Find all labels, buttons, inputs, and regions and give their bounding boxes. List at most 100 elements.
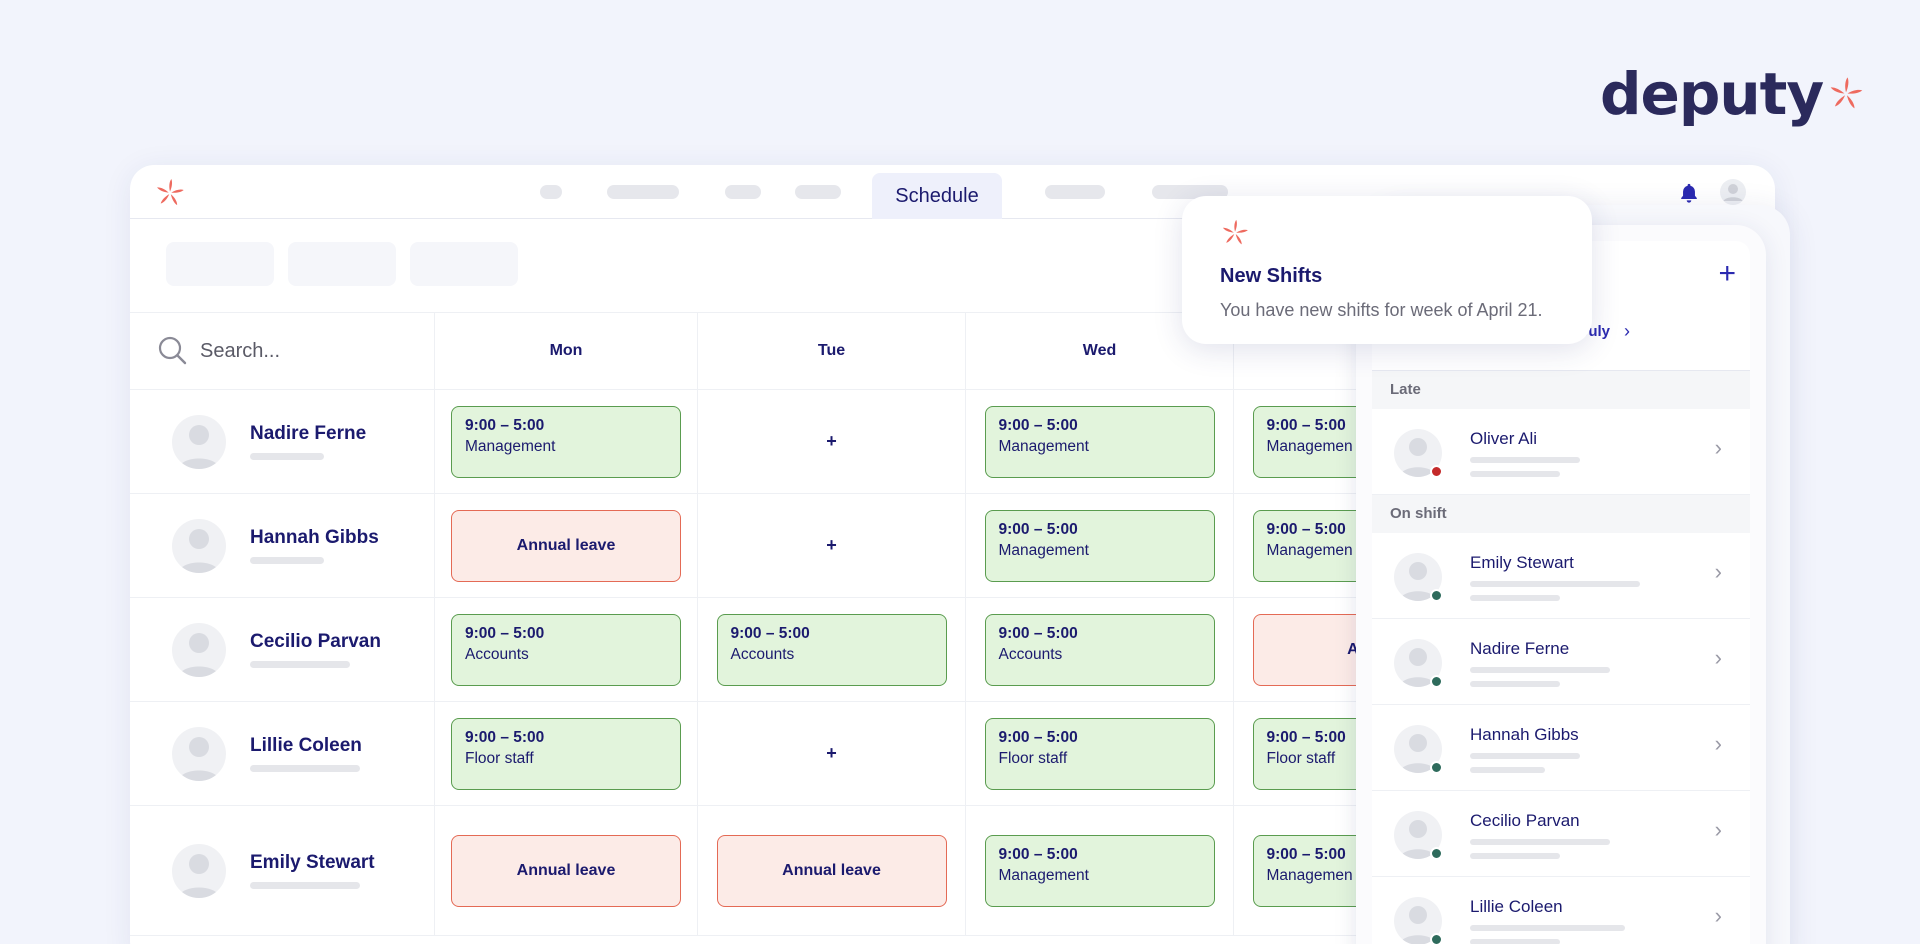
detail-placeholder [1470, 581, 1640, 587]
nav-item-placeholder[interactable] [725, 185, 761, 199]
list-item[interactable]: Oliver Ali › [1372, 409, 1750, 495]
add-shift-button[interactable]: + [826, 431, 837, 451]
leave-card[interactable]: Annual leave [716, 834, 947, 907]
nav-item-placeholder[interactable] [540, 185, 562, 199]
list-item[interactable]: Cecilio Parvan › [1372, 791, 1750, 877]
avatar [172, 518, 226, 573]
add-shift-button[interactable]: + [826, 535, 837, 555]
shift-role: Floor staff [1266, 749, 1336, 767]
list-item[interactable]: Emily Stewart › [1372, 533, 1750, 619]
chevron-right-icon[interactable]: › [1624, 321, 1630, 341]
day-cell: 9:00 – 5:00 Floor staff [966, 702, 1234, 805]
shift-role: Accounts [998, 645, 1063, 663]
day-cell: 9:00 – 5:00 Management [966, 390, 1234, 493]
shift-role: Managemen [1266, 437, 1353, 455]
nav-item-placeholder[interactable] [795, 185, 841, 199]
day-cell: Annual leave [435, 806, 698, 935]
employee-cell[interactable]: Emily Stewart [130, 806, 435, 935]
shift-card[interactable]: 9:00 – 5:00 Management [984, 834, 1215, 907]
employee-name: Emily Stewart [250, 852, 375, 873]
add-shift-button[interactable]: + [826, 743, 837, 763]
employee-name: Cecilio Parvan [250, 631, 381, 652]
day-header-tue: Tue [698, 313, 966, 389]
shift-time: 9:00 – 5:00 [730, 624, 810, 642]
shift-time: 9:00 – 5:00 [998, 416, 1078, 434]
list-item[interactable]: Nadire Ferne › [1372, 619, 1750, 705]
user-avatar-icon[interactable] [1720, 179, 1746, 205]
detail-placeholder [1470, 667, 1610, 673]
leave-card[interactable]: Annual leave [451, 834, 681, 907]
person-name: Lillie Coleen [1470, 897, 1563, 916]
tab-schedule[interactable]: Schedule [872, 173, 1002, 219]
chevron-right-icon[interactable]: › [1714, 645, 1722, 670]
deputy-star-icon [1222, 219, 1248, 245]
list-item[interactable]: Hannah Gibbs › [1372, 705, 1750, 791]
list-item[interactable]: Lillie Coleen › [1372, 877, 1750, 944]
detail-placeholder [1470, 767, 1545, 773]
chevron-right-icon[interactable]: › [1714, 731, 1722, 756]
shift-card[interactable]: 9:00 – 5:00 Management [984, 509, 1215, 582]
shift-card[interactable]: 9:00 – 5:00 Accounts [451, 613, 681, 686]
chevron-right-icon[interactable]: › [1714, 817, 1722, 842]
brand-wordmark: deputy [1600, 60, 1824, 128]
shift-time: 9:00 – 5:00 [1266, 520, 1346, 538]
employee-cell[interactable]: Cecilio Parvan [130, 598, 435, 701]
search-input[interactable] [200, 339, 400, 363]
shift-card[interactable]: 9:00 – 5:00 Accounts [984, 613, 1215, 686]
search-box [130, 313, 435, 389]
chevron-right-icon[interactable]: › [1714, 559, 1722, 584]
toolbar-button-placeholder[interactable] [410, 242, 518, 286]
shift-card[interactable]: 9:00 – 5:00 Floor staff [451, 717, 681, 790]
shift-card[interactable]: 9:00 – 5:00 Management [451, 405, 681, 478]
chevron-right-icon[interactable]: › [1714, 903, 1722, 928]
shift-card[interactable]: 9:00 – 5:00 Management [984, 405, 1215, 478]
shift-card[interactable]: 9:00 – 5:00 Accounts [716, 613, 947, 686]
employee-cell[interactable]: Nadire Ferne [130, 390, 435, 493]
deputy-star-icon [1830, 77, 1863, 109]
phone-section-header: Late [1372, 371, 1750, 409]
employee-cell[interactable]: Lillie Coleen [130, 702, 435, 805]
shift-time: 9:00 – 5:00 [465, 728, 545, 746]
shift-card[interactable]: 9:00 – 5:00 Floor staff [984, 717, 1215, 790]
notification-title: New Shifts [1220, 265, 1323, 287]
shift-time: 9:00 – 5:00 [998, 845, 1078, 863]
shift-role: Management [998, 437, 1089, 455]
nav-item-placeholder[interactable] [1152, 185, 1228, 199]
avatar [1394, 725, 1442, 773]
day-cell: 9:00 – 5:00 Management [966, 806, 1234, 935]
chevron-right-icon[interactable]: › [1714, 435, 1722, 460]
nav-item-placeholder[interactable] [1045, 185, 1105, 199]
employee-subtitle-placeholder [250, 453, 324, 460]
bell-icon[interactable] [1678, 181, 1700, 205]
employee-subtitle-placeholder [250, 882, 360, 889]
employee-name: Nadire Ferne [250, 423, 367, 444]
new-shifts-notification[interactable]: New Shifts You have new shifts for week … [1182, 196, 1592, 344]
detail-placeholder [1470, 753, 1580, 759]
toolbar-button-placeholder[interactable] [166, 242, 274, 286]
person-name: Emily Stewart [1470, 553, 1574, 572]
avatar [172, 622, 226, 677]
detail-placeholder [1470, 471, 1560, 477]
status-dot [1430, 675, 1443, 688]
detail-placeholder [1470, 839, 1610, 845]
shift-time: 9:00 – 5:00 [998, 520, 1078, 538]
employee-cell[interactable]: Hannah Gibbs [130, 494, 435, 597]
add-icon[interactable]: + [1718, 257, 1736, 290]
shift-role: Managemen [1266, 866, 1353, 884]
shift-time: 9:00 – 5:00 [998, 624, 1078, 642]
status-dot [1430, 465, 1443, 478]
shift-role: Management [465, 437, 556, 455]
status-dot [1430, 589, 1443, 602]
shift-role: Management [998, 541, 1089, 559]
day-cell: Annual leave [698, 806, 966, 935]
person-name: Hannah Gibbs [1470, 725, 1579, 744]
leave-card[interactable]: Annual leave [451, 509, 681, 582]
toolbar-button-placeholder[interactable] [288, 242, 396, 286]
employee-name: Hannah Gibbs [250, 527, 379, 548]
notification-body: You have new shifts for week of April 21… [1220, 300, 1543, 320]
shift-time: 9:00 – 5:00 [998, 728, 1078, 746]
shift-time: 9:00 – 5:00 [1266, 845, 1346, 863]
status-dot [1430, 761, 1443, 774]
deputy-star-icon[interactable] [154, 177, 186, 209]
nav-item-placeholder[interactable] [607, 185, 679, 199]
